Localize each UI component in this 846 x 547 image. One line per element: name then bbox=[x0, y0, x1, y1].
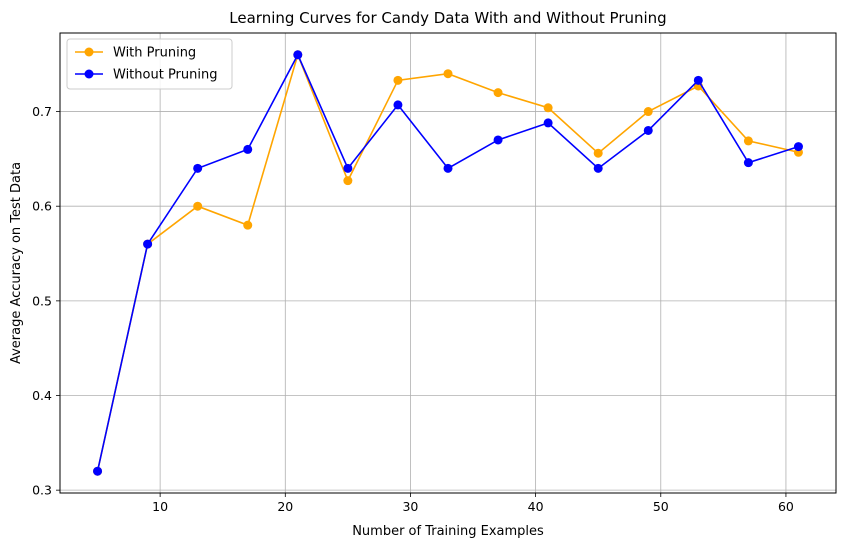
y-tick-label: 0.5 bbox=[32, 293, 52, 308]
legend-marker bbox=[84, 47, 94, 57]
y-tick-label: 0.6 bbox=[32, 199, 52, 214]
legend-label: Without Pruning bbox=[113, 68, 217, 83]
data-point bbox=[543, 118, 553, 128]
data-point bbox=[443, 69, 453, 79]
series-layer bbox=[93, 50, 803, 476]
data-point bbox=[443, 163, 453, 173]
legend-box bbox=[66, 38, 233, 90]
y-axis-ticks: 0.3 0.4 0.5 0.6 0.7 bbox=[32, 104, 60, 498]
data-point bbox=[343, 163, 353, 173]
data-point bbox=[143, 239, 153, 249]
data-point bbox=[193, 163, 203, 173]
y-tick-label: 0.4 bbox=[32, 388, 52, 403]
data-point bbox=[243, 220, 253, 230]
data-point bbox=[243, 144, 253, 154]
x-tick-label: 20 bbox=[277, 499, 293, 514]
plot-frame bbox=[59, 32, 837, 494]
x-tick-label: 30 bbox=[402, 499, 418, 514]
y-tick-label: 0.7 bbox=[32, 104, 52, 119]
data-point bbox=[293, 50, 303, 60]
data-point bbox=[593, 163, 603, 173]
data-point bbox=[343, 176, 353, 186]
legend-item: With Pruning bbox=[75, 46, 196, 61]
data-point bbox=[393, 75, 403, 85]
x-axis-label: Number of Training Examples bbox=[352, 524, 544, 539]
data-point bbox=[693, 75, 703, 85]
data-point bbox=[93, 466, 103, 476]
y-axis-label: Average Accuracy on Test Data bbox=[9, 162, 24, 364]
data-point bbox=[593, 148, 603, 158]
x-tick-label: 10 bbox=[152, 499, 168, 514]
legend-item: Without Pruning bbox=[75, 68, 217, 83]
legend: With Pruning Without Pruning bbox=[66, 38, 233, 90]
data-point bbox=[493, 135, 503, 145]
legend-marker bbox=[84, 69, 94, 79]
gridlines bbox=[60, 33, 836, 493]
data-point bbox=[743, 158, 753, 168]
data-point bbox=[193, 201, 203, 211]
data-point bbox=[743, 136, 753, 146]
x-tick-label: 40 bbox=[528, 499, 544, 514]
y-tick-label: 0.3 bbox=[32, 483, 52, 498]
chart-title: Learning Curves for Candy Data With and … bbox=[229, 9, 666, 27]
data-point bbox=[643, 125, 653, 135]
data-point bbox=[643, 107, 653, 117]
data-point bbox=[543, 103, 553, 113]
data-point bbox=[793, 142, 803, 152]
x-tick-label: 50 bbox=[653, 499, 669, 514]
legend-label: With Pruning bbox=[113, 46, 196, 61]
data-point bbox=[493, 88, 503, 98]
x-tick-label: 60 bbox=[778, 499, 794, 514]
x-axis-ticks: 10 20 30 40 50 60 bbox=[152, 493, 794, 514]
data-point bbox=[393, 100, 403, 110]
series-without-pruning bbox=[93, 50, 803, 476]
